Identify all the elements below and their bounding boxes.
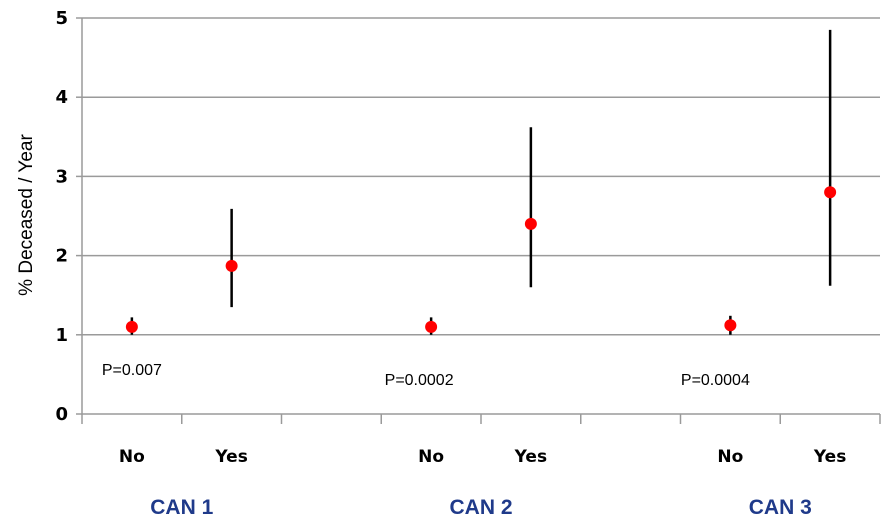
x-category-label: No [119, 447, 145, 467]
data-point [524, 217, 537, 230]
data-point [125, 320, 138, 333]
data-point [425, 320, 438, 333]
data-point [724, 319, 737, 332]
gridlines [82, 17, 880, 336]
y-tick-label: 1 [55, 325, 68, 346]
x-category-labels: No Yes No Yes No Yes [119, 447, 846, 467]
error-bars [130, 29, 832, 335]
data-point [824, 186, 837, 199]
group-label: CAN 1 [150, 496, 213, 519]
group-labels: CAN 1 CAN 2 CAN 3 [150, 496, 812, 519]
y-tick-label: 3 [55, 166, 68, 187]
y-tick-label: 0 [55, 404, 68, 425]
p-value-label: P=0.007 [102, 362, 162, 379]
y-tick-labels: 0 1 2 3 4 5 [55, 8, 68, 425]
y-tick-label: 4 [55, 87, 68, 108]
data-points [125, 186, 837, 333]
axes [76, 17, 881, 424]
y-tick-label: 2 [55, 246, 68, 267]
group-label: CAN 2 [449, 496, 512, 519]
x-category-label: No [418, 447, 444, 467]
y-axis-label: % Deceased / Year [16, 134, 37, 296]
data-point [225, 259, 238, 272]
p-value-label: P=0.0004 [681, 372, 750, 389]
x-category-label: Yes [813, 447, 846, 467]
p-value-label: P=0.0002 [385, 372, 454, 389]
group-label: CAN 3 [749, 496, 812, 519]
p-value-labels: P=0.007 P=0.0002 P=0.0004 [102, 362, 750, 389]
x-category-label: Yes [514, 447, 547, 467]
y-tick-label: 5 [55, 8, 68, 29]
x-category-label: Yes [214, 447, 247, 467]
x-category-label: No [717, 447, 743, 467]
